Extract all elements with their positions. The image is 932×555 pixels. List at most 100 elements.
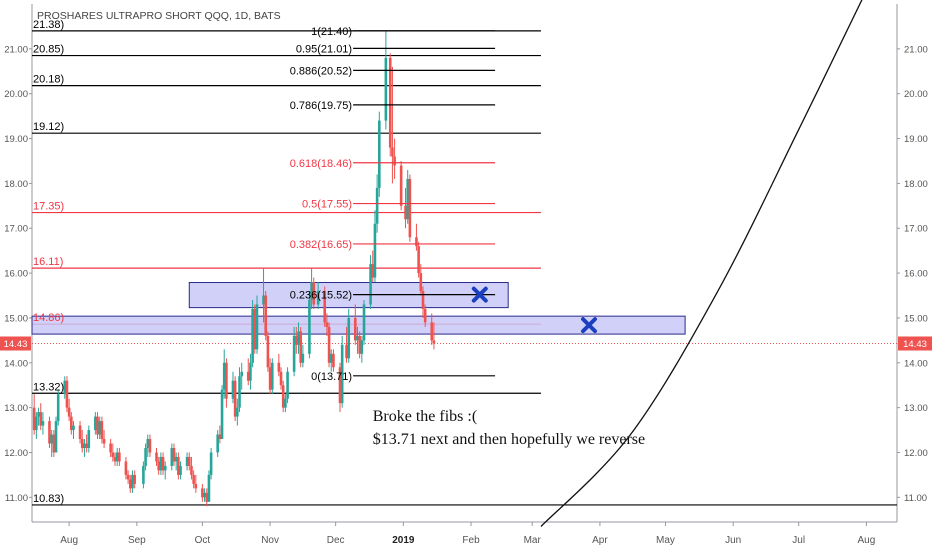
candle-body [192,474,195,484]
fib-level-label: 0(13.71) [311,371,352,383]
y-tick-label-left: 14.00 [4,358,28,369]
candle-body [205,492,209,502]
candle-body [264,295,268,336]
candle-body [185,456,189,466]
chart-title: PROSHARES ULTRAPRO SHORT QQQ, 1D, BATS [37,10,281,22]
support-zone [31,315,686,335]
candle-body [177,456,180,475]
candle-body [378,120,381,188]
candle-body [388,57,392,148]
y-tick-label-left: 18.00 [4,179,28,190]
candle-body [50,434,53,444]
candle-body [415,237,418,247]
fib-level-label: 0.786(19.75) [290,100,352,112]
x-tick-label: Aug [60,535,78,546]
candle-body [146,439,150,448]
candle-body [249,362,252,381]
candle-body [299,331,302,363]
y-tick-label-left: 11.00 [5,493,28,504]
horizontal-line-label: 14.86) [33,312,64,324]
candle-body [194,483,198,489]
candle-body [222,362,226,390]
candle-body [277,362,281,372]
candle-body [52,434,56,453]
fib-level-label: 0.382(16.65) [290,239,352,251]
candle-body [109,443,112,453]
candle-body [126,474,130,480]
candle-body [155,452,158,462]
candle-body [172,448,176,462]
candle-body [163,465,167,471]
candle-body [190,465,193,475]
candle-body [37,412,40,417]
candle-body [78,425,82,440]
candle-body [220,389,224,440]
candle-body [67,407,71,417]
candle-body [432,340,436,344]
candle-body [246,371,250,381]
candle-body [308,300,311,354]
candle-body [286,371,289,399]
x-tick-label: Dec [327,535,345,546]
horizontal-line-label: 20.85) [33,44,64,56]
candle-body [133,474,136,484]
candle-body [39,412,43,426]
y-tick-label-left: 15.00 [4,313,28,324]
fib-levels-layer: 1(21.40) 0.95(21.01) 0.886(20.52) 0.786(19.… [290,26,496,383]
candle-body [201,488,204,498]
candle-body [203,492,206,498]
candle-body [404,205,407,220]
candle-body [96,416,99,435]
candle-body [356,335,359,341]
candle-body [399,165,403,206]
trend-curve [540,0,863,527]
candles-layer [32,30,436,507]
candle-body [312,282,316,305]
x-tick-label: Sep [128,535,146,546]
candle-body [83,443,86,448]
candle-body [393,156,396,166]
candle-body [236,407,239,417]
candle-body [369,264,372,305]
candle-body [187,456,191,466]
candle-body [113,456,117,462]
fib-level-label: 0.95(21.01) [296,43,352,55]
x-tick-label: Jun [725,535,741,546]
candle-body [325,322,329,327]
fib-level-label: 0.618(18.46) [290,158,352,170]
candle-body [358,335,361,354]
candle-body [353,317,357,341]
fib-level-label: 0.886(20.52) [290,65,352,77]
horizontal-line-label: 19.12) [33,121,64,133]
candle-body [251,308,254,363]
y-tick-label-right: 13.00 [904,403,928,414]
candle-body [295,335,298,345]
candle-body [128,479,132,489]
candle-body [144,448,147,466]
candle-body [102,439,106,444]
candle-body [118,452,121,462]
fib-level-label: 0.5(17.55) [302,199,352,211]
x-tick-label: Oct [195,535,211,546]
fib-level-label: 1(21.40) [311,26,352,38]
price-labels-layer: 21.38) 20.85) 20.18) 19.12) 17.35) 16.11) 14.8… [0,19,932,505]
candle-body [417,246,420,274]
candle-body [142,465,145,484]
y-tick-label-right: 17.00 [904,224,928,235]
candle-body [240,371,243,377]
x-tick-label: Nov [261,535,279,546]
last-price-label-left: 14.43 [4,339,28,350]
candle-body [111,452,115,457]
candle-body [170,448,174,466]
candle-body [266,335,270,368]
candle-body [157,461,160,471]
y-tick-label-left: 20.00 [4,89,28,100]
axes-layer: 11.00 11.00 12.00 12.00 13.00 13.00 14.00 14.00… [4,4,928,546]
candle-body [310,282,313,300]
y-tick-label-right: 14.00 [904,358,928,369]
candle-body [233,380,237,417]
horizontal-line-label: 16.11) [33,256,63,268]
candle-body [209,452,213,475]
